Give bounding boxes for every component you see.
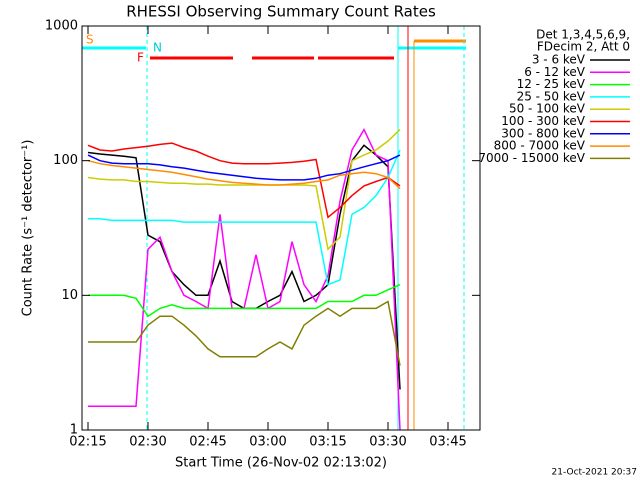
footer-timestamp: 21-Oct-2021 20:37 xyxy=(552,468,637,478)
x-tick-label: 03:00 xyxy=(249,435,286,450)
legend-label: 800 - 7000 keV xyxy=(494,139,586,153)
flag-label: N xyxy=(153,41,162,55)
series-line xyxy=(87,142,401,219)
x-axis-label: Start Time (26-Nov-02 02:13:02) xyxy=(175,456,387,471)
legend-header: FDecim 2, Att 0 xyxy=(537,40,630,54)
series-line xyxy=(87,154,401,181)
legend-label: 3 - 6 keV xyxy=(532,53,586,67)
y-tick-label: 1000 xyxy=(45,19,78,34)
series-line xyxy=(88,284,401,318)
legend-label: 12 - 25 keV xyxy=(517,77,586,91)
flag-label: S xyxy=(86,33,94,47)
legend-label: 50 - 100 keV xyxy=(509,102,586,116)
x-tick-label: 02:30 xyxy=(129,435,166,450)
legend-header: Det 1,3,4,5,6,9, xyxy=(536,28,630,42)
series-line xyxy=(88,300,401,366)
legend-label: 7000 - 15000 keV xyxy=(478,151,585,165)
x-tick-label: 03:30 xyxy=(369,435,406,450)
x-tick-label: 02:45 xyxy=(189,435,226,450)
plot-frame xyxy=(81,25,481,431)
legend-label: 25 - 50 keV xyxy=(517,89,586,103)
legend-label: 100 - 300 keV xyxy=(501,114,585,128)
y-tick-label: 10 xyxy=(61,288,78,303)
series-line xyxy=(87,129,401,251)
legend-label: 6 - 12 keV xyxy=(524,65,586,79)
y-axis-label: Count Rate (s⁻¹ detector⁻¹) xyxy=(21,140,36,317)
series-line xyxy=(88,127,401,431)
flag-label: F xyxy=(137,51,144,65)
chart-title: RHESSI Observing Summary Count Rates xyxy=(126,3,436,21)
series-line xyxy=(88,149,401,286)
legend-label: 300 - 800 keV xyxy=(501,126,585,140)
x-tick-label: 03:15 xyxy=(309,435,346,450)
x-tick-label: 03:45 xyxy=(429,435,466,450)
x-tick-label: 02:15 xyxy=(69,435,106,450)
y-tick-label: 1 xyxy=(70,423,78,438)
series-line xyxy=(87,159,401,190)
y-tick-label: 100 xyxy=(53,153,78,168)
